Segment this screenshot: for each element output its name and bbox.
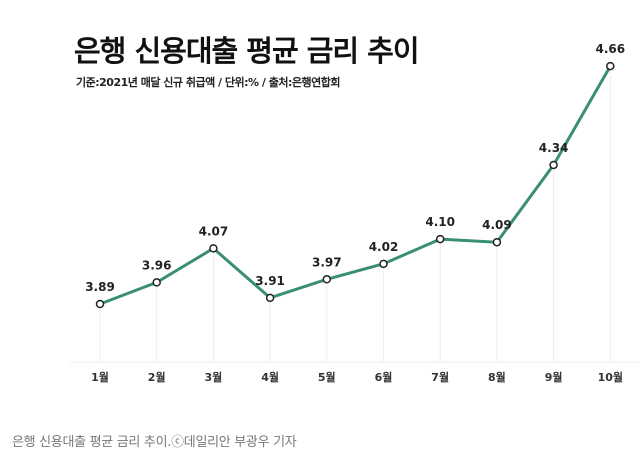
x-tick-label: 1월 (91, 370, 109, 384)
x-tick-label: 4월 (261, 370, 279, 384)
data-label: 3.97 (312, 255, 342, 269)
x-tick-label: 2월 (148, 370, 166, 384)
data-point (492, 237, 502, 247)
data-label: 3.96 (142, 258, 172, 272)
chart-subtitle: 기준:2021년 매달 신규 취급액 / 단위:% / 출처:은행연합회 (76, 76, 340, 89)
series-line (99, 65, 612, 306)
x-tick-label: 10월 (598, 370, 623, 384)
data-point (322, 275, 332, 284)
data-label: 4.66 (595, 42, 625, 56)
x-tick-label: 8월 (488, 370, 506, 384)
data-point (152, 278, 161, 287)
chart-title: 은행 신용대출 평균 금리 추이 (74, 34, 420, 68)
line-chart: 3.89 1월 3.96 2월 4.07 3월 3.91 4월 3.97 5월 4.02 6월 4.10… (70, 42, 640, 384)
data-label: 4.09 (482, 218, 512, 232)
x-tick-label: 5월 (318, 370, 336, 384)
data-point (379, 259, 388, 269)
x-tick-label: 6월 (375, 370, 393, 384)
x-tick-label: 7월 (431, 370, 449, 384)
image-caption: 은행 신용대출 평균 금리 추이.ⓒ데일리안 부광우 기자 (12, 435, 297, 450)
data-point (209, 244, 218, 253)
x-tick-label: 9월 (545, 370, 563, 384)
data-label: 3.89 (85, 280, 115, 294)
data-point (549, 160, 558, 170)
data-point (435, 234, 445, 244)
x-tick-label: 3월 (205, 370, 223, 384)
data-label: 3.91 (255, 274, 285, 288)
data-label: 4.07 (199, 224, 229, 238)
data-point (265, 293, 275, 303)
data-point (606, 61, 615, 71)
data-label: 4.02 (369, 240, 399, 254)
data-label: 4.34 (539, 141, 569, 155)
data-label: 4.10 (425, 215, 455, 229)
data-point (95, 299, 105, 309)
